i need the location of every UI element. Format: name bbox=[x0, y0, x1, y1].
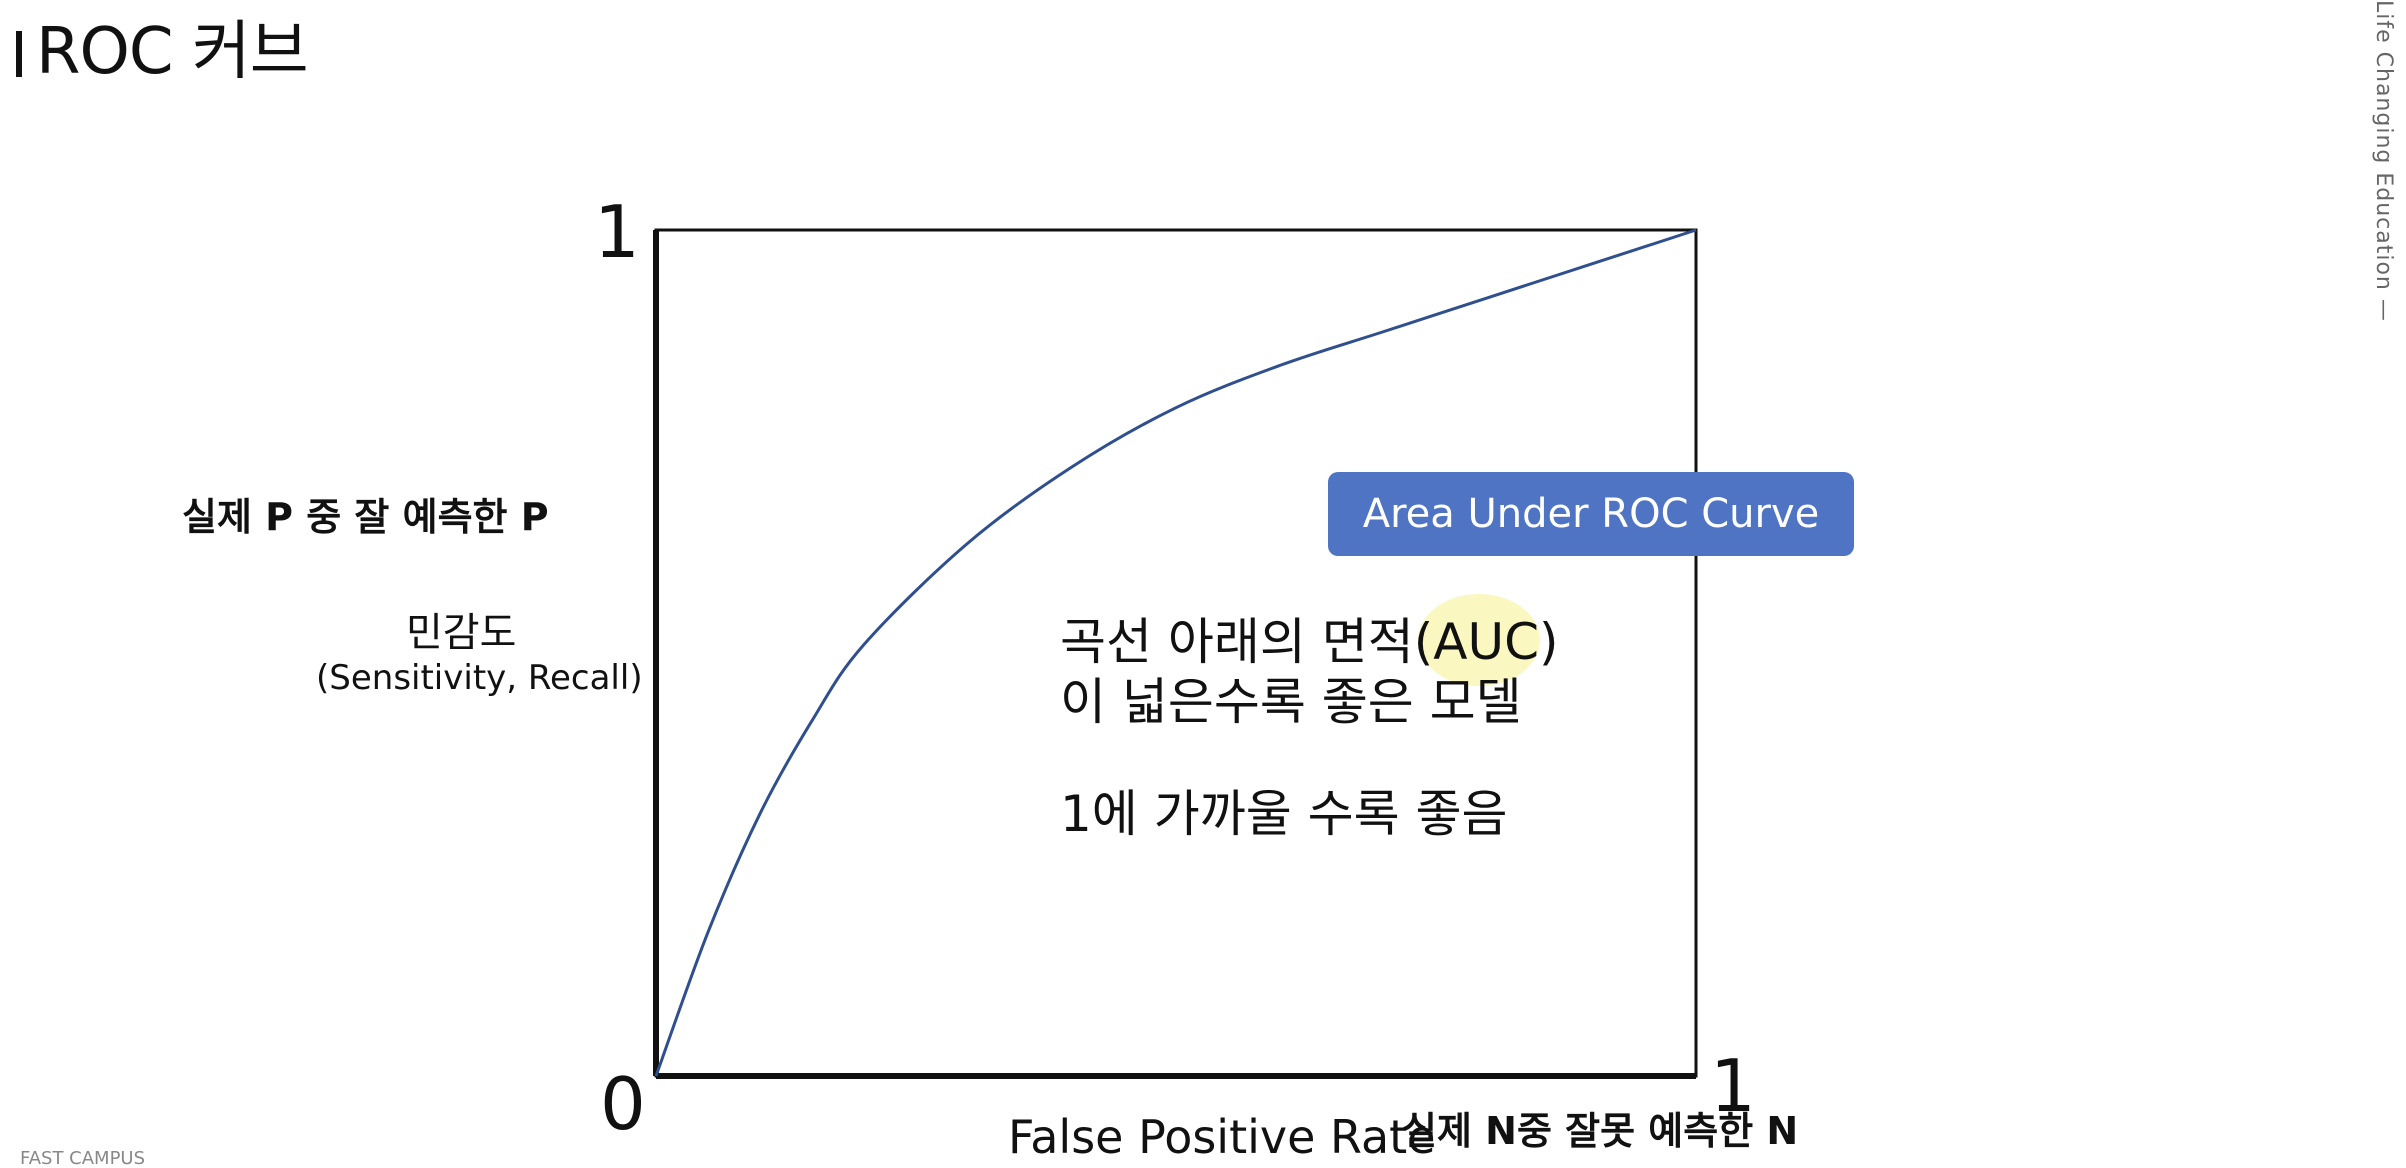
auc-description-line3: 1에 가까울 수록 좋음 bbox=[1060, 785, 1508, 843]
title-bar-marker bbox=[16, 31, 22, 77]
side-brand-text: Life Changing Education — bbox=[2371, 0, 2396, 322]
auc-highlight-marker bbox=[1418, 594, 1540, 686]
y-tick-top: 1 bbox=[594, 190, 640, 274]
y-tick-bottom: 0 bbox=[600, 1062, 646, 1146]
auc-description-line2: 이 넓은수록 좋은 모델 bbox=[1060, 673, 1522, 731]
auc-description-line1: 곡선 아래의 면적(AUC) bbox=[1060, 613, 1559, 671]
x-tick-right: 1 bbox=[1710, 1044, 1756, 1128]
footer-brand-text: FAST CAMPUS bbox=[20, 1148, 146, 1168]
y-axis-description: 실제 P 중 잘 예측한 P bbox=[182, 495, 549, 539]
x-axis-description: 실제 N중 잘못 예측한 N bbox=[1402, 1109, 1799, 1153]
y-axis-label: 민감도 bbox=[406, 610, 517, 656]
page-title-text: ROC 커브 bbox=[36, 15, 309, 89]
auc-badge: Area Under ROC Curve bbox=[1328, 472, 1854, 556]
roc-curve-line bbox=[654, 228, 1697, 1077]
y-axis-label-en: (Sensitivity, Recall) bbox=[316, 658, 643, 698]
page-title: ROC 커브 bbox=[16, 0, 309, 92]
x-axis-label: False Positive Rate bbox=[1008, 1110, 1436, 1164]
